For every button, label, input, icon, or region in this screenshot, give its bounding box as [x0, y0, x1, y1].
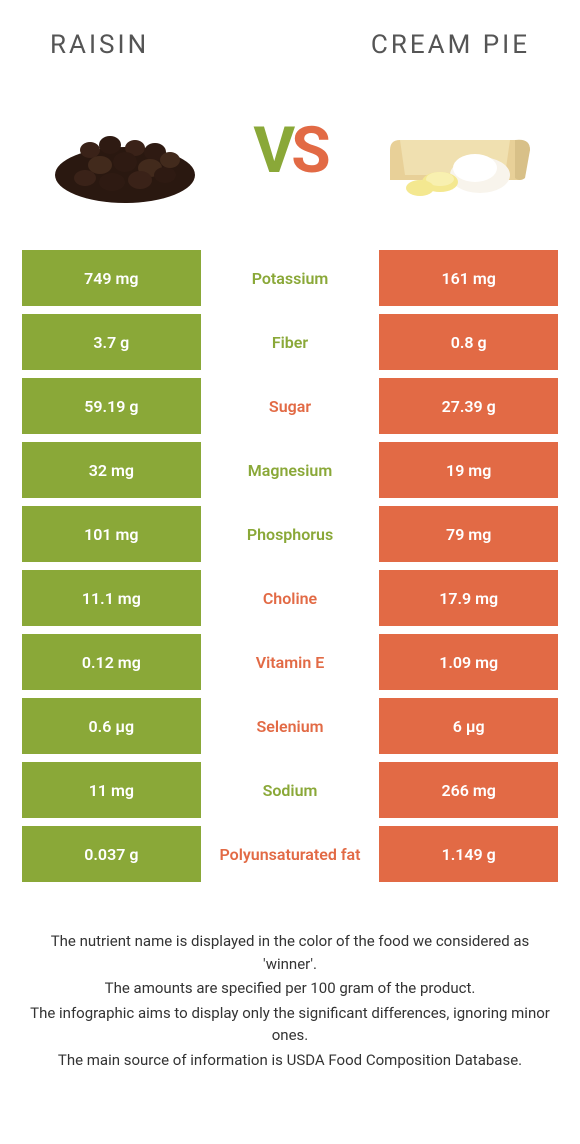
vs-v: V	[253, 113, 291, 188]
value-right: 19 mg	[379, 442, 558, 498]
footnote-line: The amounts are specified per 100 gram o…	[30, 977, 550, 1000]
value-left: 749 mg	[22, 250, 201, 306]
nutrient-label: Vitamin E	[201, 634, 380, 690]
value-left: 101 mg	[22, 506, 201, 562]
nutrient-label: Sugar	[201, 378, 380, 434]
footnotes: The nutrient name is displayed in the co…	[0, 890, 580, 1071]
cream-pie-image	[370, 90, 540, 210]
table-row: 0.037 gPolyunsaturated fat1.149 g	[22, 826, 558, 882]
table-row: 0.6 µgSelenium6 µg	[22, 698, 558, 754]
value-right: 0.8 g	[379, 314, 558, 370]
table-row: 749 mgPotassium161 mg	[22, 250, 558, 306]
header: Raisin Cream Pie	[0, 0, 580, 70]
footnote-line: The nutrient name is displayed in the co…	[30, 930, 550, 975]
nutrient-label: Selenium	[201, 698, 380, 754]
table-row: 11 mgSodium266 mg	[22, 762, 558, 818]
nutrient-label: Polyunsaturated fat	[201, 826, 380, 882]
vs-label: VS	[253, 113, 326, 188]
hero: VS	[0, 70, 580, 250]
value-right: 161 mg	[379, 250, 558, 306]
table-row: 59.19 gSugar27.39 g	[22, 378, 558, 434]
title-right: Cream Pie	[371, 30, 530, 60]
nutrient-label: Potassium	[201, 250, 380, 306]
table-row: 3.7 gFiber0.8 g	[22, 314, 558, 370]
value-left: 0.6 µg	[22, 698, 201, 754]
footnote-line: The main source of information is USDA F…	[30, 1049, 550, 1072]
value-left: 59.19 g	[22, 378, 201, 434]
comparison-table: 749 mgPotassium161 mg 3.7 gFiber0.8 g 59.1…	[0, 250, 580, 882]
value-left: 0.12 mg	[22, 634, 201, 690]
value-right: 1.09 mg	[379, 634, 558, 690]
table-row: 0.12 mgVitamin E1.09 mg	[22, 634, 558, 690]
vs-s: S	[291, 113, 326, 188]
nutrient-label: Choline	[201, 570, 380, 626]
raisin-image	[40, 90, 210, 210]
value-right: 79 mg	[379, 506, 558, 562]
footnote-line: The infographic aims to display only the…	[30, 1002, 550, 1047]
value-left: 32 mg	[22, 442, 201, 498]
table-row: 32 mgMagnesium19 mg	[22, 442, 558, 498]
nutrient-label: Sodium	[201, 762, 380, 818]
value-left: 3.7 g	[22, 314, 201, 370]
value-left: 0.037 g	[22, 826, 201, 882]
nutrient-label: Fiber	[201, 314, 380, 370]
value-right: 6 µg	[379, 698, 558, 754]
nutrient-label: Magnesium	[201, 442, 380, 498]
value-right: 17.9 mg	[379, 570, 558, 626]
value-right: 1.149 g	[379, 826, 558, 882]
table-row: 11.1 mgCholine17.9 mg	[22, 570, 558, 626]
table-row: 101 mgPhosphorus79 mg	[22, 506, 558, 562]
value-right: 27.39 g	[379, 378, 558, 434]
nutrient-label: Phosphorus	[201, 506, 380, 562]
value-left: 11 mg	[22, 762, 201, 818]
title-left: Raisin	[50, 30, 149, 60]
value-left: 11.1 mg	[22, 570, 201, 626]
value-right: 266 mg	[379, 762, 558, 818]
